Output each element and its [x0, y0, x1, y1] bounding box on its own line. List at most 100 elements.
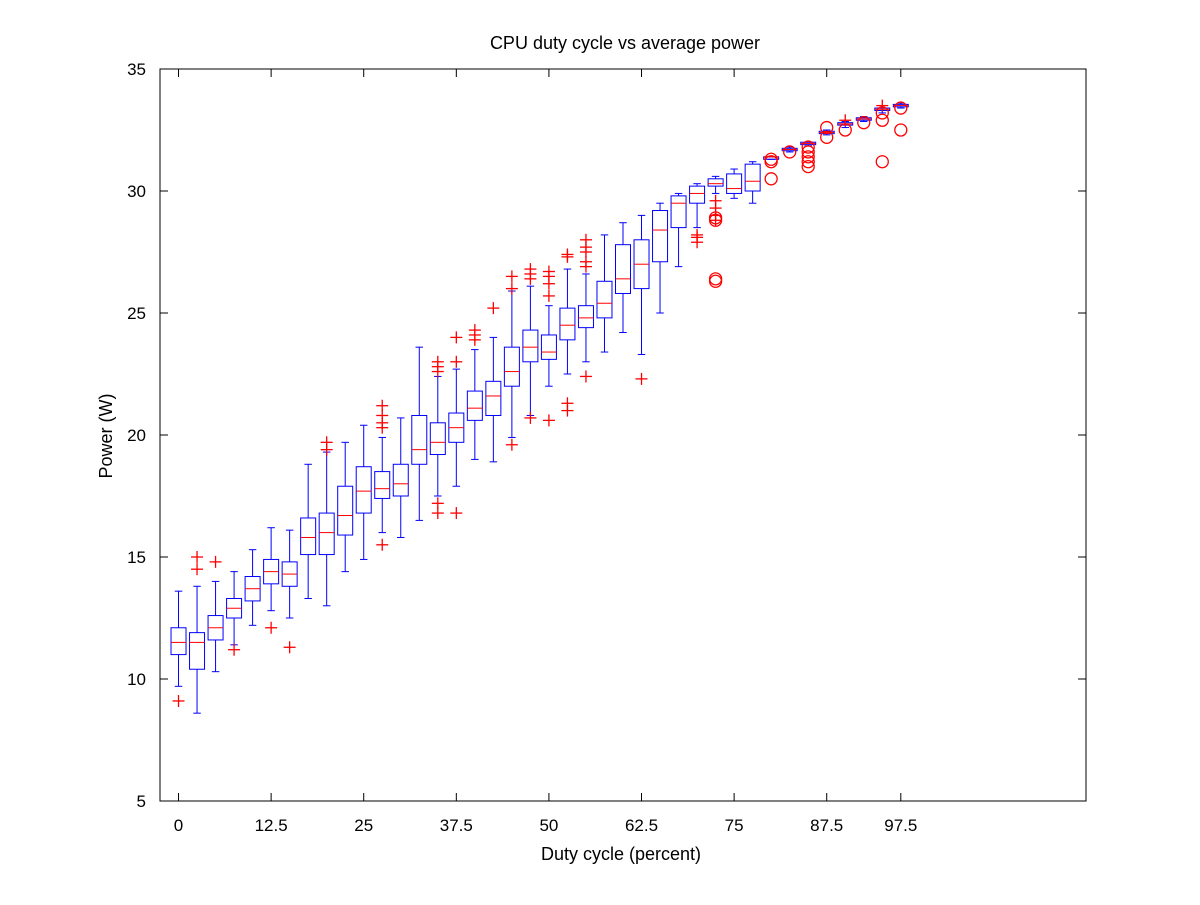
outlier-plus	[450, 331, 463, 344]
outlier-plus	[172, 694, 185, 707]
y-tick-label: 30	[127, 182, 146, 201]
outlier-plus	[450, 355, 463, 368]
box	[170, 590, 187, 687]
outlier-plus	[561, 250, 574, 263]
box	[503, 290, 520, 438]
x-tick-label: 37.5	[440, 816, 473, 835]
box-rect	[652, 210, 669, 263]
box-rect	[726, 173, 743, 194]
outlier-circle	[801, 155, 815, 169]
outlier-circle	[764, 155, 778, 169]
outlier-circle	[783, 145, 797, 159]
y-tick-label: 35	[127, 60, 146, 79]
box	[263, 527, 280, 612]
outlier-circle	[820, 120, 834, 135]
box-rect	[189, 632, 206, 670]
outlier-plus	[431, 365, 444, 378]
outlier-plus	[579, 260, 592, 273]
outlier-plus	[524, 272, 537, 285]
outlier-plus	[450, 507, 463, 520]
box-rect	[744, 163, 761, 192]
box	[577, 273, 594, 363]
outlier-plus	[561, 404, 574, 417]
box	[300, 463, 317, 599]
outlier-plus	[505, 270, 518, 283]
outlier-plus	[468, 333, 481, 346]
outlier-plus	[542, 289, 555, 302]
box-rect	[485, 380, 502, 416]
box-rect	[170, 627, 187, 656]
x-tick-label: 12.5	[255, 816, 288, 835]
outlier-circle	[708, 274, 723, 288]
y-tick-label: 20	[127, 426, 146, 445]
y-tick-label: 10	[127, 670, 146, 689]
outlier-plus	[376, 421, 389, 434]
outlier-plus	[635, 372, 648, 385]
box	[374, 436, 391, 534]
box	[485, 336, 502, 463]
outlier-circle	[875, 155, 889, 169]
box-rect	[689, 185, 706, 204]
box-rect	[392, 463, 409, 497]
box-rect	[466, 390, 483, 421]
outlier-circle	[764, 172, 778, 186]
outlier-circle	[875, 106, 889, 120]
box	[207, 580, 224, 673]
outlier-plus	[876, 99, 889, 112]
box	[633, 214, 650, 355]
box	[337, 441, 354, 573]
outlier-plus	[487, 302, 500, 315]
box-rect	[374, 471, 391, 499]
box-rect	[596, 280, 613, 319]
x-tick-label: 75	[725, 816, 744, 835]
outlier-circle	[820, 130, 834, 144]
box-rect	[615, 244, 631, 294]
box-rect	[522, 329, 539, 363]
outlier-plus	[191, 551, 204, 563]
outlier-circle	[801, 140, 815, 154]
x-tick-label: 87.5	[810, 816, 843, 835]
outlier-plus	[542, 277, 555, 290]
outlier-plus	[283, 641, 296, 654]
box-rect	[337, 485, 354, 536]
outlier-circle	[801, 150, 815, 164]
outlier-circle	[801, 159, 815, 174]
outlier-plus	[228, 643, 241, 656]
box	[652, 202, 669, 314]
box	[466, 349, 483, 460]
outlier-plus	[431, 507, 444, 520]
outlier-circle	[875, 113, 889, 127]
outlier-circle	[708, 213, 723, 227]
outlier-plus	[376, 538, 389, 551]
box	[726, 168, 743, 199]
outlier-circle	[857, 116, 871, 130]
x-tick-label: 97.5	[884, 816, 917, 835]
box	[448, 368, 465, 487]
box	[355, 424, 372, 560]
box-rect	[577, 305, 594, 329]
y-axis-label: Power (W)	[96, 394, 116, 479]
outlier-plus	[505, 438, 518, 451]
box	[522, 285, 539, 416]
box-rect	[540, 334, 557, 360]
y-axis: 5 10 15 20 25 30 35	[127, 60, 1086, 811]
box	[429, 375, 446, 497]
x-tick-label: 0	[174, 816, 183, 835]
box	[411, 346, 428, 521]
outlier-circle	[894, 123, 908, 137]
box-rect	[670, 195, 687, 229]
plot-frame	[159, 68, 1087, 802]
box	[318, 451, 335, 607]
outlier-series	[172, 99, 908, 707]
x-tick-label: 50	[539, 816, 558, 835]
box-rect	[559, 307, 576, 341]
chart-title: CPU duty cycle vs average power	[490, 33, 760, 53]
box-series	[170, 102, 909, 714]
box	[540, 305, 557, 387]
box-rect	[318, 512, 335, 556]
box	[689, 183, 706, 229]
box-rect	[300, 517, 317, 556]
outlier-circle	[801, 145, 815, 159]
